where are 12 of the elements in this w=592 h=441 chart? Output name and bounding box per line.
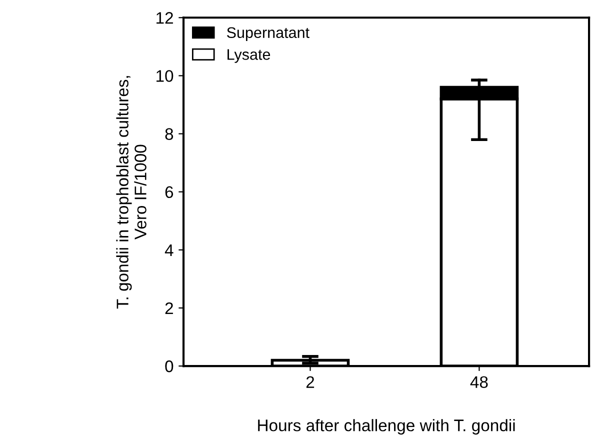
y-tick-label: 6 [165, 186, 174, 198]
y-axis-title: T. gondii in trophoblast cultures, Vero IF/1000 [116, 76, 146, 309]
y-tick-label: 4 [164, 244, 174, 256]
y-tick-label: 10 [156, 70, 174, 82]
y-tick-label: 0 [165, 360, 174, 372]
y-tick-label: 2 [165, 302, 173, 314]
y-tick-label: 8 [165, 128, 174, 140]
legend-label: Lysate [228, 49, 270, 63]
legend-label: Supernatant [226, 27, 310, 42]
y-tick-label: 12 [156, 12, 173, 24]
x-tick-label: 48 [470, 376, 488, 388]
x-axis-title: Hours after challenge with T. gondii [258, 419, 515, 435]
